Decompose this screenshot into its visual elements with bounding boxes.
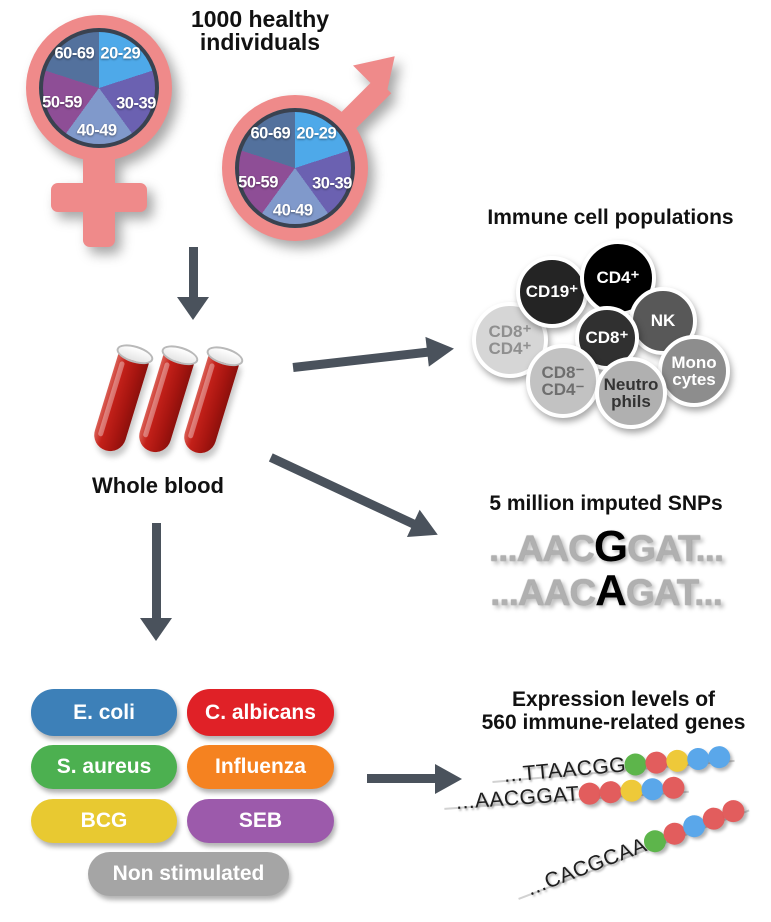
cell-label: CD8⁻ <box>541 362 585 382</box>
cell-label: CD4⁻ <box>541 380 585 399</box>
cell-label: Neutro <box>603 374 659 394</box>
male-symbol-icon: 20-29 30-39 40-49 50-59 60-69 <box>222 40 412 250</box>
stimulus-saureus: S. aureus <box>31 745 177 789</box>
cell-label: NK <box>650 311 676 331</box>
female-ring: 20-29 30-39 40-49 50-59 60-69 <box>26 15 172 161</box>
expression-dot <box>624 752 648 777</box>
pill-label: Influenza <box>214 755 306 778</box>
snp-variant-allele: A <box>595 566 627 615</box>
cell-neutrophils: Neutro phils <box>595 357 667 429</box>
age-slice-label: 50-59 <box>42 93 82 112</box>
strand-sequence: ...CACGCAA <box>523 833 650 901</box>
pill-label: BCG <box>80 809 128 832</box>
arrow-stimuli-to-expression-head <box>435 764 462 794</box>
expression-title-line1: Expression levels of <box>511 688 716 711</box>
cell-cd8neg-cd4neg: CD8⁻ CD4⁻ <box>526 344 600 418</box>
whole-blood-label: Whole blood <box>92 473 224 498</box>
strand-sequence: ...AACGGAT <box>455 782 581 814</box>
seq-prefix: ...AAC <box>490 572 596 613</box>
snp-sequence-2: ...AACAGAT... <box>440 566 771 616</box>
arrow-individuals-to-blood-shaft <box>189 247 198 300</box>
arrow-blood-to-stimuli-shaft <box>152 523 161 620</box>
cell-label: cytes <box>672 370 716 389</box>
arrow-blood-to-stimuli-head <box>140 618 172 641</box>
age-slice-label: 40-49 <box>76 121 117 140</box>
expression-dot <box>640 777 664 802</box>
pill-label: SEB <box>238 809 283 832</box>
seq-suffix: GAT... <box>627 528 724 569</box>
expression-dot <box>598 780 623 804</box>
age-slice-label: 60-69 <box>54 44 95 63</box>
male-arrow-head <box>353 40 411 98</box>
snp-title: 5 million imputed SNPs <box>489 492 723 515</box>
arrow-head <box>425 333 456 367</box>
expression-dot <box>619 779 643 803</box>
expression-dot <box>707 745 732 770</box>
figure-title-line1: 1000 healthy <box>190 6 330 32</box>
cell-label: CD8⁺ <box>488 321 532 341</box>
expression-dot <box>665 748 690 773</box>
expression-dot <box>686 747 711 771</box>
pill-label: S. aureus <box>56 755 152 778</box>
cell-label: phils <box>611 392 651 411</box>
cell-monocytes: Mono cytes <box>658 335 730 407</box>
seq-prefix: ...AAC <box>488 528 595 569</box>
age-pie: 20-29 30-39 40-49 50-59 60-69 <box>235 108 355 228</box>
expression-dot <box>661 776 685 800</box>
female-cross-arm <box>51 183 147 212</box>
figure-title: 1000 healthy individuals <box>165 8 355 54</box>
pill-label: C. albicans <box>205 700 316 724</box>
cell-label: CD8⁺ <box>585 328 629 348</box>
arrow-blood-to-snps <box>265 443 445 549</box>
age-slice-label: 20-29 <box>296 124 337 143</box>
age-slice-label: 30-39 <box>312 174 352 193</box>
stimulus-seb: SEB <box>187 799 334 843</box>
seq-suffix: GAT... <box>625 572 723 613</box>
arrow-head <box>406 509 445 549</box>
arrow-individuals-to-blood-head <box>177 297 209 320</box>
stimulus-calbicans: C. albicans <box>187 689 334 736</box>
arrow-shaft <box>268 453 418 530</box>
arrow-blood-to-cells <box>291 333 456 382</box>
cell-cd19: CD19⁺ <box>516 256 588 328</box>
pill-label: Non stimulated <box>112 862 265 885</box>
age-slice-label: 20-29 <box>100 44 141 63</box>
age-slice-label: 50-59 <box>238 173 278 192</box>
male-ring: 20-29 30-39 40-49 50-59 60-69 <box>222 95 368 241</box>
expression-dot <box>644 750 669 775</box>
arrow-stimuli-to-expression-shaft <box>367 774 437 783</box>
gene-strand-3: ...CACGCAA <box>518 795 750 902</box>
cell-label: CD4⁺ <box>596 268 640 288</box>
immune-cells-title: Immune cell populations <box>487 206 734 229</box>
age-pie: 20-29 30-39 40-49 50-59 60-69 <box>39 28 159 148</box>
expression-title-line2: 560 immune-related genes <box>481 711 746 734</box>
stimulus-ecoli: E. coli <box>31 689 177 736</box>
cell-label: Mono <box>671 352 717 372</box>
pill-label: E. coli <box>73 700 135 724</box>
expression-dot <box>577 781 602 806</box>
stimulus-influenza: Influenza <box>187 745 334 789</box>
age-slice-label: 40-49 <box>272 201 313 220</box>
arrow-shaft <box>292 347 431 372</box>
cell-label: CD19⁺ <box>525 282 579 302</box>
snp-variant-allele: G <box>593 522 628 571</box>
stimulus-nonstimulated: Non stimulated <box>88 852 289 896</box>
cell-label: CD4⁺ <box>488 339 532 358</box>
age-slice-label: 30-39 <box>116 94 156 113</box>
expression-title: Expression levels of 560 immune-related … <box>456 688 771 734</box>
figure-title-line2: individuals <box>199 29 321 55</box>
snp-sequence-1: ...AACGGAT... <box>440 522 771 572</box>
stimulus-bcg: BCG <box>31 799 177 843</box>
age-slice-label: 60-69 <box>250 124 291 143</box>
female-symbol-icon: 20-29 30-39 40-49 50-59 60-69 <box>26 15 246 260</box>
